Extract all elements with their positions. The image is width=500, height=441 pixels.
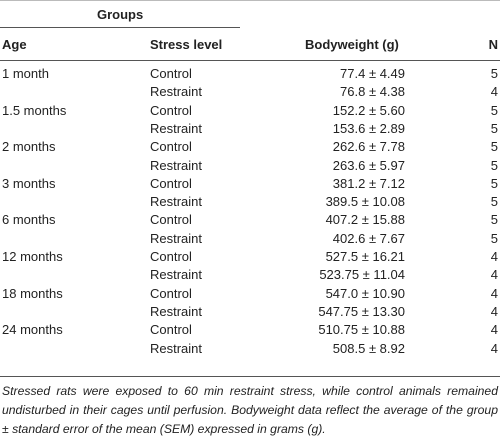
n-cell: 4 [490,84,498,100]
n-cell: 5 [490,194,498,210]
n-cell: 4 [490,322,498,338]
weight-cell: 153.6 ± 2.89 [332,120,405,136]
top-rule [0,0,500,1]
stress-cell: Control [150,175,192,191]
weight-cell: 381.2 ± 7.12 [332,175,405,191]
weight-cell: 402.6 ± 7.67 [332,230,405,246]
stress-cell: Control [150,285,192,301]
weight-cell: 389.5 ± 10.08 [325,194,405,210]
column-header: N [488,37,498,52]
weight-cell: 77.4 ± 4.49 [340,66,405,81]
age-cell: 24 months [2,322,63,338]
age-cell: 2 months [2,139,56,155]
age-cell: 1 month [2,66,49,81]
stress-cell: Restraint [150,120,203,136]
weight-cell: 76.8 ± 4.38 [340,84,405,100]
bottom-rule [0,376,500,377]
n-cell: 4 [490,285,498,301]
stress-cell: Restraint [150,84,203,100]
n-cell: 5 [490,102,498,118]
n-cell: 5 [490,120,498,136]
weight-cell: 527.5 ± 16.21 [325,249,405,264]
n-cell: 5 [490,66,498,81]
n-cell: 4 [490,340,498,356]
weight-cell: 510.75 ± 10.88 [318,322,405,338]
stress-cell: Control [150,102,192,118]
footnote: Stressed rats were exposed to 60 min res… [2,384,498,436]
age-cell: 6 months [2,212,56,228]
age-cell: 3 months [2,175,56,191]
age-cell: 1.5 months [2,102,67,118]
column-header: Bodyweight (g) [305,37,399,52]
stress-cell: Control [150,322,192,338]
stress-cell: Restraint [150,194,203,210]
n-cell: 5 [490,139,498,155]
group-rule [0,27,240,28]
stress-cell: Restraint [150,303,203,319]
weight-cell: 547.0 ± 10.90 [325,285,405,301]
column-header: Stress level [150,37,223,52]
weight-cell: 508.5 ± 8.92 [332,340,405,356]
age-cell: 18 months [2,285,63,301]
n-cell: 5 [490,212,498,228]
weight-cell: 262.6 ± 7.78 [332,139,405,155]
stress-cell: Restraint [150,340,203,356]
stress-cell: Restraint [150,157,203,173]
n-cell: 4 [490,267,498,283]
header-rule [0,60,500,61]
weight-cell: 152.2 ± 5.60 [332,102,405,118]
n-cell: 5 [490,157,498,173]
column-header: Age [2,37,27,52]
age-cell: 12 months [2,249,63,264]
weight-cell: 407.2 ± 15.88 [325,212,405,228]
stress-cell: Control [150,212,192,228]
weight-cell: 547.75 ± 13.30 [318,303,405,319]
stress-cell: Control [150,66,192,81]
stress-cell: Restraint [150,230,203,246]
group-header: Groups [97,7,144,22]
n-cell: 4 [490,249,498,264]
stress-cell: Control [150,249,192,264]
n-cell: 5 [490,230,498,246]
weight-cell: 523.75 ± 11.04 [319,267,405,283]
n-cell: 4 [490,303,498,319]
weight-cell: 263.6 ± 5.97 [332,157,405,173]
n-cell: 5 [490,175,498,191]
stress-cell: Control [150,139,192,155]
stress-cell: Restraint [150,267,203,283]
